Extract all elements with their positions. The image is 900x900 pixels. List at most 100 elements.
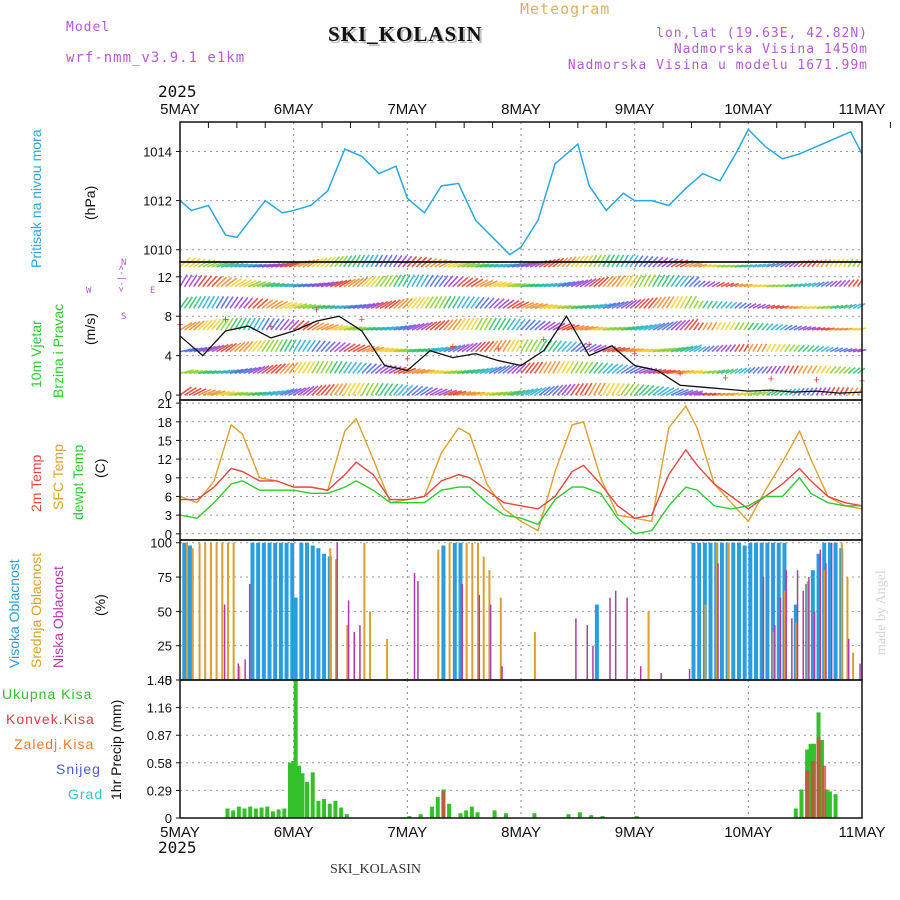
wind-barb <box>834 327 844 331</box>
wind-barb <box>543 304 558 310</box>
wind-barb <box>593 362 604 374</box>
wind-barb <box>738 343 745 353</box>
legend-hail: Grad <box>68 786 104 802</box>
wind-barb <box>266 390 281 396</box>
wind-barb <box>229 391 244 396</box>
wind-barb <box>225 262 240 268</box>
wind-barb <box>647 274 657 288</box>
wind-barb <box>779 305 790 310</box>
wind-barb <box>647 323 662 331</box>
y-tick-label: 4 <box>165 349 172 364</box>
wind-barb <box>243 340 254 353</box>
wind-barb <box>852 279 860 288</box>
wind-barb <box>770 262 780 268</box>
compass-n: N <box>121 258 127 268</box>
wind-barb <box>561 360 570 374</box>
cloud-bar <box>626 597 628 680</box>
wind-barb <box>661 387 675 396</box>
wind-barb <box>279 261 294 268</box>
wind-barb <box>798 325 807 331</box>
wind-barb <box>429 258 443 268</box>
wind-barb <box>479 367 494 375</box>
wind-barb <box>434 388 448 396</box>
wind-barb <box>666 387 680 396</box>
wind-barb <box>184 369 199 375</box>
wind-barb <box>661 369 676 375</box>
wind-barb <box>306 361 316 374</box>
wind-barb <box>497 298 510 309</box>
wind-barb <box>793 365 800 374</box>
wind-barb <box>497 317 507 331</box>
precip-bar <box>822 765 827 818</box>
wind-barb <box>820 327 831 331</box>
wind-barb <box>429 320 442 331</box>
wind-barb <box>493 298 505 309</box>
wind-barb <box>761 365 769 374</box>
wind-barb <box>634 348 649 353</box>
wind-barb <box>420 347 435 353</box>
wind-barb <box>497 364 511 375</box>
wind-barb <box>752 303 762 310</box>
precip-bar <box>532 813 537 818</box>
wind-barb <box>324 341 336 353</box>
wind-barb <box>824 365 832 374</box>
cloud-bar <box>186 542 189 680</box>
gust-marker: + <box>722 372 728 384</box>
wind-barb <box>743 283 753 288</box>
wind-barb <box>766 389 775 396</box>
wind-barb <box>575 342 588 353</box>
cloud-bar <box>329 548 332 680</box>
wind-barb <box>620 383 630 396</box>
wind-barb <box>634 298 646 309</box>
wind-barb <box>720 368 730 375</box>
wind-barb <box>502 339 512 353</box>
wind-barb <box>765 365 773 374</box>
wind-barb <box>706 300 714 309</box>
wind-barb <box>829 258 836 268</box>
wind-barb <box>224 317 234 331</box>
wind-barb <box>293 303 308 310</box>
wind-barb <box>648 368 662 375</box>
gust-marker: + <box>768 373 774 385</box>
cloud-bar <box>226 542 229 680</box>
wind-barb <box>420 386 434 396</box>
wind-barb <box>247 297 259 309</box>
wind-barb <box>433 295 443 309</box>
wind-barb <box>811 345 820 353</box>
wind-barb <box>752 322 760 331</box>
wind-barb <box>620 347 635 353</box>
wind-barb <box>457 261 471 268</box>
cloud-bar <box>465 542 468 680</box>
wind-barb <box>588 254 598 268</box>
wind-barb <box>575 279 589 288</box>
wind-barb <box>375 364 388 375</box>
wind-barb <box>288 387 302 396</box>
wind-barb <box>193 346 208 353</box>
wind-barb <box>570 361 579 374</box>
wind-barb <box>334 279 348 288</box>
wind-barb <box>793 344 801 353</box>
wind-barb <box>825 280 834 288</box>
wind-barb <box>697 280 706 288</box>
wind-barb <box>611 275 622 288</box>
wind-barb <box>406 297 418 309</box>
wind-barb <box>398 348 413 353</box>
wind-barb <box>329 341 341 353</box>
wind-barb <box>338 342 351 353</box>
cloud-bar <box>819 549 822 680</box>
precip-bar <box>297 765 302 818</box>
wind-barb <box>520 319 531 331</box>
wind-barb <box>766 304 776 310</box>
wind-barb <box>229 296 239 309</box>
wind-barb <box>543 321 556 331</box>
wind-barb <box>679 295 688 309</box>
wind-barb <box>470 317 479 331</box>
wind-barb <box>279 388 294 396</box>
wind-barb <box>552 340 563 353</box>
wind-barb <box>411 368 426 375</box>
cloud-bar <box>731 542 736 680</box>
cloud-bar <box>316 548 321 680</box>
wind-barb <box>725 392 735 396</box>
wind-barb <box>229 278 243 288</box>
wind-barb <box>302 304 317 310</box>
